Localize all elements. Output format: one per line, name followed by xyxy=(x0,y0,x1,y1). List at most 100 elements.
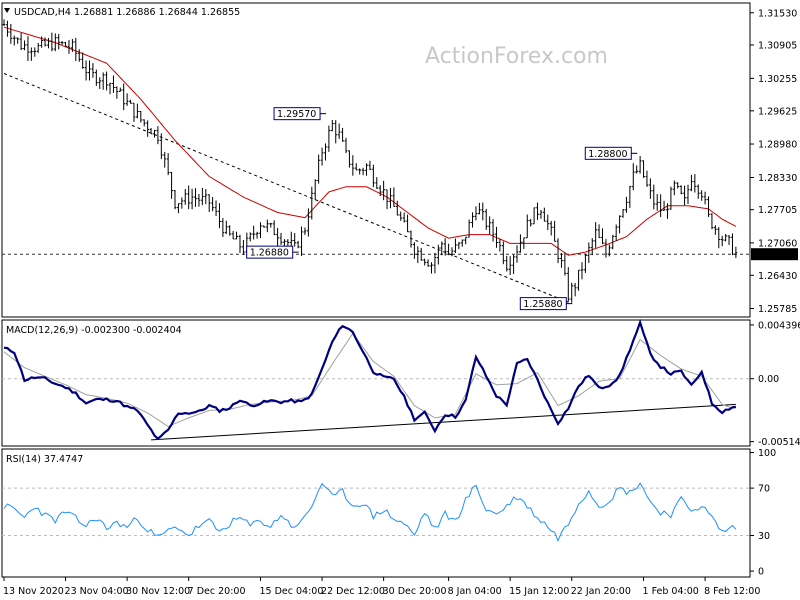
rsi-axis-label: 30 xyxy=(758,531,770,542)
price-bar xyxy=(734,246,738,259)
price-bar xyxy=(508,256,512,276)
price-bar xyxy=(566,267,570,302)
price-axis-label: 1.28980 xyxy=(758,140,797,151)
price-bar xyxy=(505,255,509,272)
x-axis-label: 15 Jan 12:00 xyxy=(509,586,569,597)
macd-axis-label: 0.00 xyxy=(758,374,779,385)
price-bar xyxy=(344,137,348,154)
price-bar xyxy=(153,129,156,138)
price-bar xyxy=(218,203,221,229)
price-bar xyxy=(33,47,37,57)
price-bar xyxy=(50,32,54,52)
price-bar xyxy=(156,126,160,145)
price-axis-label: 1.28330 xyxy=(758,173,797,184)
price-bar xyxy=(170,171,173,199)
price-axis-label: 1.29625 xyxy=(758,106,797,117)
price-bar xyxy=(166,153,170,176)
price-bar xyxy=(9,23,13,44)
price-bar xyxy=(580,262,584,280)
price-bar xyxy=(135,103,139,119)
price-bar xyxy=(590,238,594,256)
price-bar xyxy=(358,168,362,175)
price-bar xyxy=(679,185,683,195)
price-bar xyxy=(690,174,693,192)
price-bar xyxy=(320,147,324,166)
price-bar xyxy=(601,228,604,245)
price-bar xyxy=(666,203,669,219)
price-bar xyxy=(64,41,67,47)
price-bar xyxy=(43,37,47,47)
price-bar xyxy=(129,99,132,104)
price-bar xyxy=(522,237,526,250)
macd-signal-line xyxy=(3,332,736,427)
price-bar xyxy=(652,184,656,210)
price-bar xyxy=(536,202,539,220)
price-bar xyxy=(710,213,714,230)
macd-axis-label: 0.004396 xyxy=(758,320,800,331)
x-axis-label: 22 Jan 20:00 xyxy=(571,586,631,597)
svg-text:1.26880: 1.26880 xyxy=(250,248,289,259)
price-annotation: 1.25880 xyxy=(519,297,573,311)
price-bar xyxy=(255,231,259,239)
price-bar xyxy=(200,187,204,206)
price-bar xyxy=(272,220,276,236)
price-bar xyxy=(484,208,488,230)
price-bar xyxy=(672,180,676,196)
price-bar xyxy=(163,151,167,168)
price-bar xyxy=(269,222,273,228)
price-bar xyxy=(211,196,215,212)
price-bar xyxy=(655,194,659,211)
price-bar xyxy=(53,33,57,52)
price-bar xyxy=(638,155,642,174)
price-bar xyxy=(265,219,269,233)
price-bar xyxy=(190,188,194,210)
price-bar xyxy=(6,20,9,37)
price-bar xyxy=(84,60,88,81)
price-bar xyxy=(683,185,686,206)
price-bar xyxy=(180,197,184,209)
price-bar xyxy=(197,194,201,207)
price-bar xyxy=(375,177,379,189)
price-bar xyxy=(242,240,245,255)
price-bar xyxy=(368,160,372,171)
price-bar xyxy=(731,233,734,256)
price-bar xyxy=(597,224,601,239)
price-bar xyxy=(327,125,331,152)
price-bar xyxy=(628,185,632,208)
price-bar xyxy=(515,245,519,263)
current-price-label: 1.26840 xyxy=(758,250,797,261)
price-bar xyxy=(460,239,464,247)
price-bar xyxy=(341,127,344,142)
price-bar xyxy=(348,150,351,168)
rsi-line xyxy=(3,482,737,543)
price-bar xyxy=(224,220,228,235)
price-bar xyxy=(700,190,704,201)
price-bar xyxy=(88,60,91,81)
price-bar xyxy=(262,225,266,228)
price-bar xyxy=(659,194,663,218)
price-bar xyxy=(662,200,666,211)
price-bar xyxy=(259,222,262,239)
price-bar xyxy=(491,219,495,242)
price-bar xyxy=(563,252,567,276)
price-bar xyxy=(324,143,327,161)
price-bar xyxy=(194,188,197,207)
price-bar xyxy=(618,215,621,234)
price-bar xyxy=(94,69,98,86)
price-bar xyxy=(98,77,102,89)
macd-panel: 0.004396 0.00 -0.005144 MACD(12,26,9) -0.0… xyxy=(1,318,800,448)
price-bar xyxy=(450,247,454,257)
price-bar xyxy=(16,37,20,44)
price-bar xyxy=(313,179,317,200)
price-header: USDCAD,H4 1.26881 1.26886 1.26844 1.2685… xyxy=(14,7,240,18)
price-bar xyxy=(642,160,645,178)
price-bar xyxy=(440,241,444,256)
price-bar xyxy=(525,214,529,239)
price-bar xyxy=(686,184,690,205)
price-bar xyxy=(501,241,505,265)
dropdown-triangle-icon[interactable] xyxy=(4,8,10,13)
price-bar xyxy=(464,236,468,245)
price-bar xyxy=(529,218,533,227)
price-bar xyxy=(409,230,413,248)
